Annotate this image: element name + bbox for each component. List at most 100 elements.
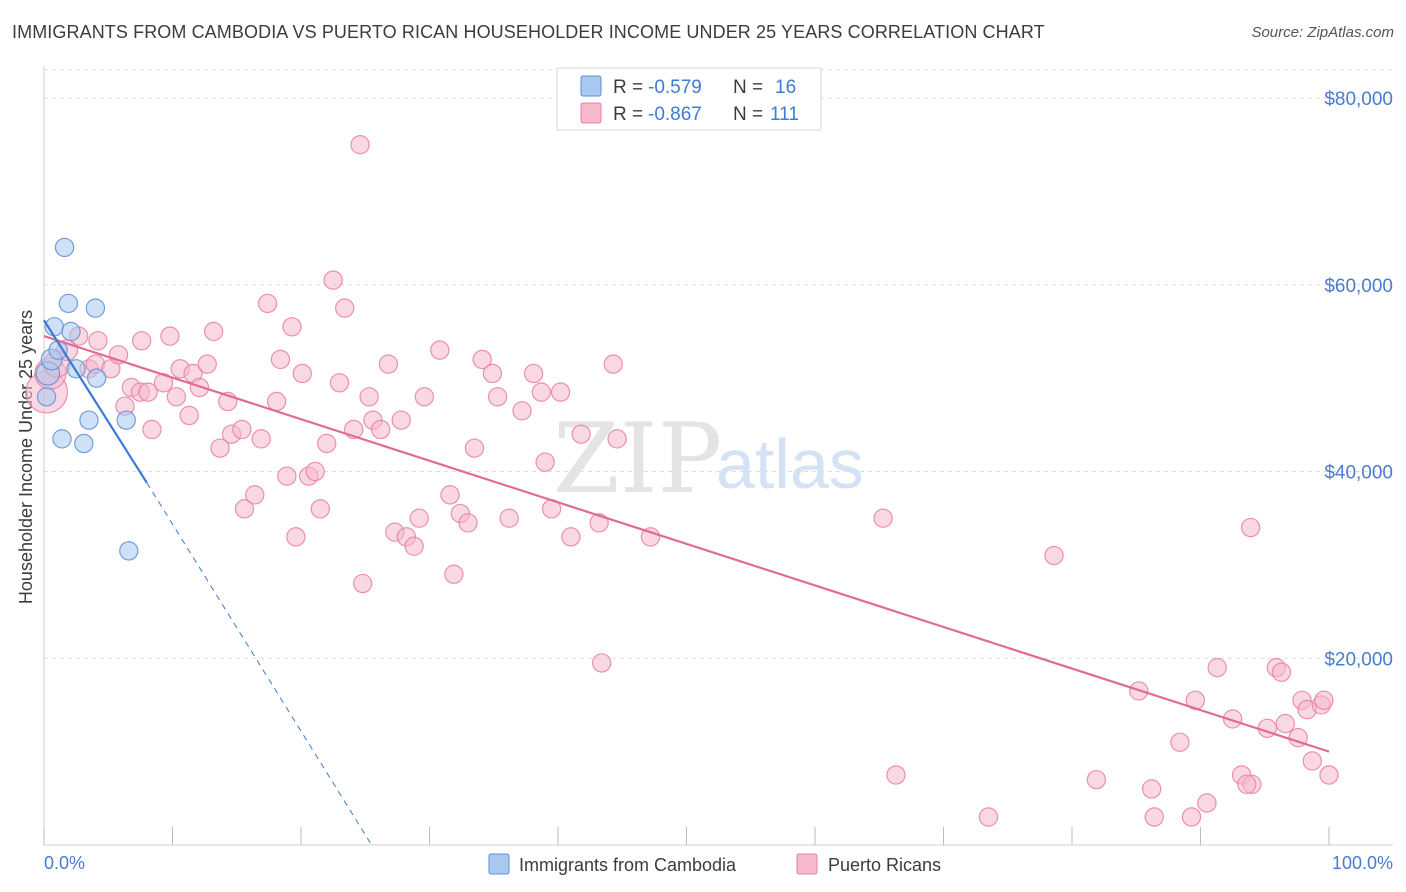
x-tick-max: 100.0% bbox=[1332, 853, 1393, 873]
cambodia-point bbox=[54, 237, 75, 258]
puerto-ricans-point bbox=[142, 419, 162, 440]
correlation-legend: R = -0.579 N = 16 R = -0.867 N = 111 bbox=[556, 67, 822, 131]
y-tick-label-80000: $80,000 bbox=[1324, 89, 1393, 110]
puerto-ricans-point bbox=[234, 499, 255, 519]
puerto-ricans-point bbox=[561, 527, 581, 547]
puerto-ricans-point bbox=[329, 373, 350, 393]
y-tick-label-20000: $20,000 bbox=[1324, 649, 1393, 670]
puerto-ricans-point bbox=[131, 331, 152, 351]
cambodia-point bbox=[79, 410, 99, 430]
puerto-ricans-point bbox=[640, 527, 661, 547]
puerto-ricans-point bbox=[350, 134, 370, 155]
puerto-ricans-point bbox=[286, 527, 306, 547]
puerto-ricans-point bbox=[138, 382, 158, 402]
puerto-ricans-point bbox=[257, 293, 278, 314]
puerto-ricans-point bbox=[1314, 690, 1334, 710]
legend-r-label-2: R = bbox=[613, 104, 643, 125]
legend-n-label-2: N = bbox=[733, 104, 763, 125]
chart-title: IMMIGRANTS FROM CAMBODIA VS PUERTO RICAN… bbox=[12, 22, 1045, 42]
puerto-ricans-point bbox=[550, 382, 571, 402]
axes bbox=[43, 66, 1393, 846]
cambodia-trend-extension bbox=[146, 482, 373, 846]
x-tick-min: 0.0% bbox=[44, 853, 85, 873]
puerto-ricans-point bbox=[1302, 751, 1322, 771]
cambodia-point bbox=[52, 429, 72, 449]
puerto-ricans-point bbox=[1086, 769, 1107, 790]
puerto-ricans-point bbox=[886, 765, 906, 785]
cambodia-point bbox=[86, 368, 107, 388]
puerto-ricans-point bbox=[978, 807, 999, 827]
puerto-ricans-point bbox=[523, 363, 544, 384]
legend-n-label-1: N = bbox=[733, 77, 763, 98]
puerto-ricans-point bbox=[245, 485, 265, 505]
cambodia-points bbox=[35, 237, 139, 561]
puerto-ricans-trend-line bbox=[43, 335, 1330, 753]
puerto-ricans-point bbox=[1275, 713, 1296, 734]
legend-r-value-1: -0.579 bbox=[648, 77, 702, 98]
puerto-ricans-point bbox=[251, 429, 271, 449]
y-tick-label-60000: $60,000 bbox=[1324, 276, 1393, 297]
puerto-ricans-point bbox=[589, 513, 609, 533]
puerto-ricans-point bbox=[1141, 779, 1162, 799]
source-label: Source: ZipAtlas.com bbox=[1251, 24, 1394, 41]
legend-n-value-1: 16 bbox=[775, 77, 796, 98]
puerto-ricans-point bbox=[1181, 807, 1202, 827]
puerto-ricans-point bbox=[179, 405, 199, 426]
legend-r-label-1: R = bbox=[613, 77, 643, 98]
cambodia-point bbox=[116, 410, 136, 430]
puerto-ricans-point bbox=[292, 363, 312, 384]
puerto-ricans-point bbox=[232, 419, 252, 440]
bottom-legend-swatch-cambodia bbox=[488, 853, 510, 875]
puerto-ricans-point bbox=[1197, 793, 1217, 813]
puerto-ricans-point bbox=[1240, 517, 1261, 538]
series-legend: Immigrants from Cambodia Puerto Ricans bbox=[488, 853, 941, 875]
puerto-ricans-point bbox=[334, 298, 355, 318]
legend-n-value-2: 111 bbox=[770, 104, 799, 125]
puerto-ricans-point bbox=[531, 382, 551, 402]
puerto-ricans-point bbox=[472, 349, 492, 370]
puerto-ricans-point bbox=[512, 401, 532, 421]
cambodia-point bbox=[58, 293, 79, 314]
puerto-ricans-point bbox=[607, 429, 627, 449]
bottom-legend-label-cambodia: Immigrants from Cambodia bbox=[519, 855, 737, 875]
cambodia-point bbox=[36, 387, 57, 407]
watermark-zip: ZIP bbox=[553, 403, 722, 515]
puerto-ricans-point bbox=[323, 270, 343, 290]
puerto-ricans-point bbox=[317, 433, 337, 454]
puerto-ricans-point bbox=[414, 387, 435, 407]
puerto-ricans-point bbox=[1207, 657, 1227, 678]
grid-lines bbox=[44, 69, 1393, 659]
puerto-ricans-point bbox=[440, 485, 460, 505]
puerto-ricans-point bbox=[571, 424, 591, 444]
puerto-ricans-point bbox=[603, 354, 623, 374]
watermark: ZIP atlas bbox=[553, 403, 864, 515]
puerto-ricans-point bbox=[166, 387, 187, 407]
y-tick-label-40000: $40,000 bbox=[1324, 463, 1393, 484]
cambodia-trend-line bbox=[43, 319, 148, 484]
puerto-ricans-point bbox=[458, 513, 478, 533]
puerto-ricans-point bbox=[210, 438, 230, 458]
bottom-legend-swatch-puerto-ricans bbox=[796, 853, 818, 875]
puerto-ricans-point bbox=[464, 438, 485, 458]
puerto-ricans-point bbox=[487, 387, 508, 407]
watermark-atlas: atlas bbox=[716, 425, 864, 503]
puerto-ricans-point bbox=[873, 508, 893, 528]
y-axis-tick-labels: $20,000 $40,000 $60,000 $80,000 bbox=[1324, 89, 1393, 670]
puerto-ricans-point bbox=[270, 349, 291, 370]
puerto-ricans-point bbox=[266, 391, 287, 412]
cambodia-point bbox=[85, 298, 106, 318]
puerto-ricans-point bbox=[305, 461, 325, 482]
puerto-ricans-point bbox=[404, 536, 424, 556]
puerto-ricans-point bbox=[378, 354, 399, 374]
puerto-ricans-point bbox=[370, 419, 391, 440]
puerto-ricans-point bbox=[310, 499, 330, 519]
puerto-ricans-point bbox=[1271, 662, 1292, 682]
puerto-ricans-point bbox=[1222, 709, 1243, 729]
puerto-ricans-point bbox=[359, 387, 379, 407]
puerto-ricans-point bbox=[282, 317, 302, 337]
puerto-ricans-point bbox=[197, 354, 217, 374]
puerto-ricans-point bbox=[430, 340, 450, 360]
puerto-ricans-point bbox=[591, 653, 612, 673]
legend-swatch-cambodia bbox=[580, 75, 602, 97]
trend-lines bbox=[43, 319, 1330, 846]
